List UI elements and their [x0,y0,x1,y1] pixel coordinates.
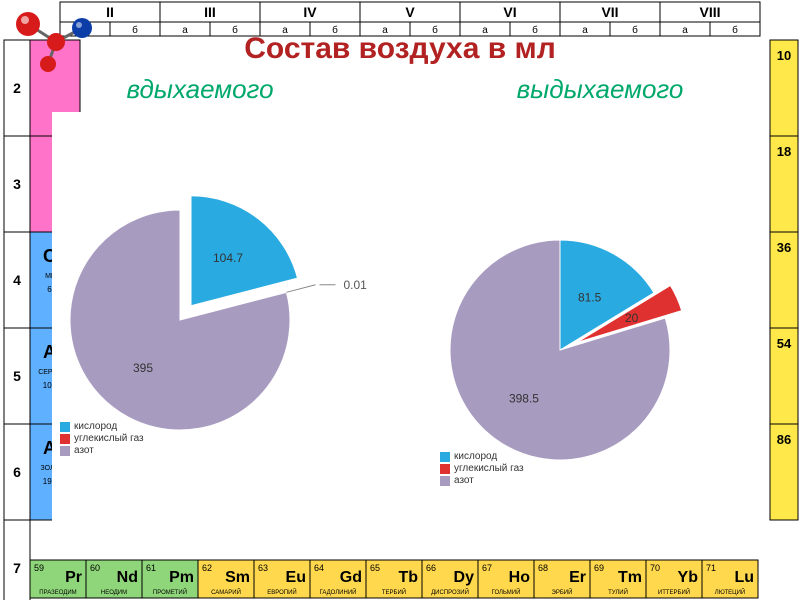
legend-item: кислород [60,421,144,432]
legend-label: углекислый газ [74,433,144,444]
slice-label: 398.5 [509,392,539,406]
legend-label: углекислый газ [454,463,524,474]
legend-item: кислород [440,451,524,462]
slice-label: 81.5 [578,290,602,304]
legend-swatch [440,452,450,462]
legend-inhaled: кислородуглекислый газазот [60,420,144,457]
slice-label: 20 [625,311,639,325]
legend-exhaled: кислородуглекислый газазот [440,450,524,487]
legend-item: азот [440,475,524,486]
legend-swatch [440,464,450,474]
legend-item: углекислый газ [440,463,524,474]
legend-item: углекислый газ [60,433,144,444]
legend-label: азот [74,445,94,456]
legend-swatch [440,476,450,486]
legend-swatch [60,422,70,432]
legend-label: кислород [454,451,497,462]
chart-area: Состав воздуха в мл вдыхаемого выдыхаемо… [0,0,800,600]
legend-item: азот [60,445,144,456]
pie-chart-exhaled: 81.5 20 398.5 [0,0,800,600]
legend-swatch [60,434,70,444]
legend-swatch [60,446,70,456]
legend-label: кислород [74,421,117,432]
legend-label: азот [454,475,474,486]
